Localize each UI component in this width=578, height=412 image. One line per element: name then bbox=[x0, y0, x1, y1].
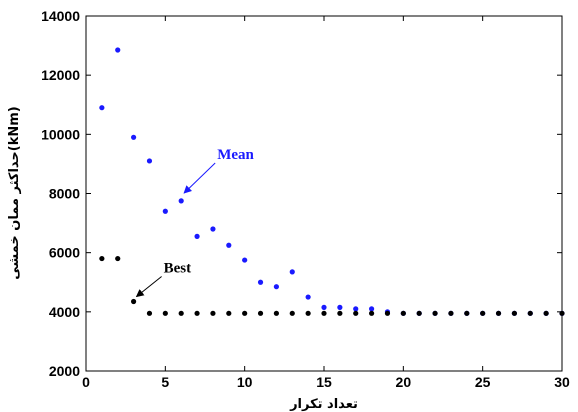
x-tick-label: 30 bbox=[554, 374, 570, 390]
x-tick-label: 20 bbox=[396, 374, 412, 390]
best-point bbox=[210, 310, 216, 316]
best-point bbox=[543, 310, 549, 316]
best-point bbox=[527, 310, 533, 316]
points-group bbox=[99, 47, 565, 316]
best-point bbox=[384, 310, 391, 316]
best-point bbox=[289, 310, 295, 316]
best-point bbox=[273, 310, 279, 316]
best-point bbox=[99, 255, 105, 262]
best-point bbox=[194, 310, 200, 316]
mean-point bbox=[369, 306, 375, 312]
mean-point bbox=[226, 242, 232, 248]
mean-point bbox=[257, 279, 264, 285]
mean-point bbox=[146, 158, 153, 164]
mean-point bbox=[99, 105, 105, 111]
x-tick-label: 5 bbox=[161, 374, 169, 390]
mean-point bbox=[305, 294, 311, 300]
mean-point bbox=[337, 304, 343, 310]
best-point bbox=[400, 310, 406, 316]
mean-point bbox=[178, 198, 184, 204]
best-point bbox=[226, 310, 232, 316]
best-arrow bbox=[135, 276, 162, 298]
mean-point bbox=[194, 233, 200, 239]
y-tick-label: 12000 bbox=[41, 67, 80, 83]
best-point bbox=[495, 310, 502, 316]
best-point bbox=[178, 310, 184, 316]
best-point bbox=[131, 298, 137, 305]
mean-point bbox=[321, 304, 327, 310]
x-tick-label: 0 bbox=[82, 374, 90, 390]
best-point bbox=[416, 310, 422, 316]
mean-annotation-label: Mean bbox=[217, 147, 254, 163]
plot-frame bbox=[85, 15, 563, 372]
best-point bbox=[305, 310, 311, 316]
best-point bbox=[242, 310, 248, 316]
best-point bbox=[480, 310, 486, 316]
best-annotation-label: Best bbox=[164, 261, 192, 277]
mean-point bbox=[353, 306, 359, 312]
annotation-group: Mean Best bbox=[135, 147, 255, 298]
y-tick-label: 6000 bbox=[49, 245, 80, 261]
mean-point bbox=[115, 47, 121, 53]
best-point bbox=[257, 310, 264, 316]
x-tick-label: 25 bbox=[475, 374, 491, 390]
best-point bbox=[369, 310, 375, 316]
x-tick-label: 15 bbox=[316, 374, 332, 390]
y-tick-label: 14000 bbox=[41, 8, 80, 24]
best-point bbox=[559, 310, 565, 316]
mean-point bbox=[210, 226, 216, 232]
y-axis-label: حداکثر ممان خمشی(kNm) bbox=[7, 106, 22, 280]
best-point bbox=[337, 310, 343, 316]
x-tick-label: 10 bbox=[237, 374, 253, 390]
best-point bbox=[353, 310, 359, 316]
tick-group: 0 5 10 15 20 25 30 2000 4000 6000 8000 10000 12000 14… bbox=[41, 8, 570, 390]
best-point bbox=[448, 310, 454, 316]
mean-point bbox=[131, 134, 137, 140]
y-tick-label: 10000 bbox=[41, 126, 80, 142]
x-axis-label: تعداد تکرار bbox=[289, 397, 358, 412]
mean-point bbox=[273, 284, 279, 290]
mean-point bbox=[242, 257, 248, 263]
mean-point bbox=[289, 269, 295, 275]
best-point bbox=[511, 310, 517, 316]
best-point bbox=[162, 310, 168, 316]
y-tick-label: 2000 bbox=[49, 363, 80, 379]
best-point bbox=[146, 310, 153, 316]
mean-arrow bbox=[183, 162, 216, 194]
best-point bbox=[432, 310, 438, 316]
y-tick-label: 8000 bbox=[49, 186, 80, 202]
best-point bbox=[464, 310, 470, 316]
y-tick-label: 4000 bbox=[49, 304, 80, 320]
best-point bbox=[115, 255, 121, 262]
best-point bbox=[321, 310, 327, 316]
mean-point bbox=[162, 208, 168, 214]
